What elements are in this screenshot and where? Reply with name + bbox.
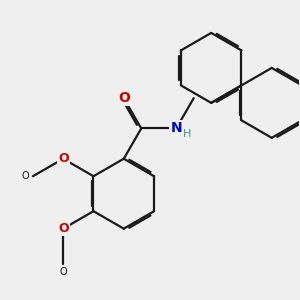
Text: O: O: [59, 267, 67, 277]
Text: H: H: [182, 129, 191, 139]
Text: O: O: [58, 152, 68, 165]
Text: O: O: [58, 222, 68, 235]
Text: O: O: [22, 171, 29, 181]
Text: O: O: [118, 91, 130, 105]
Text: N: N: [170, 122, 182, 136]
